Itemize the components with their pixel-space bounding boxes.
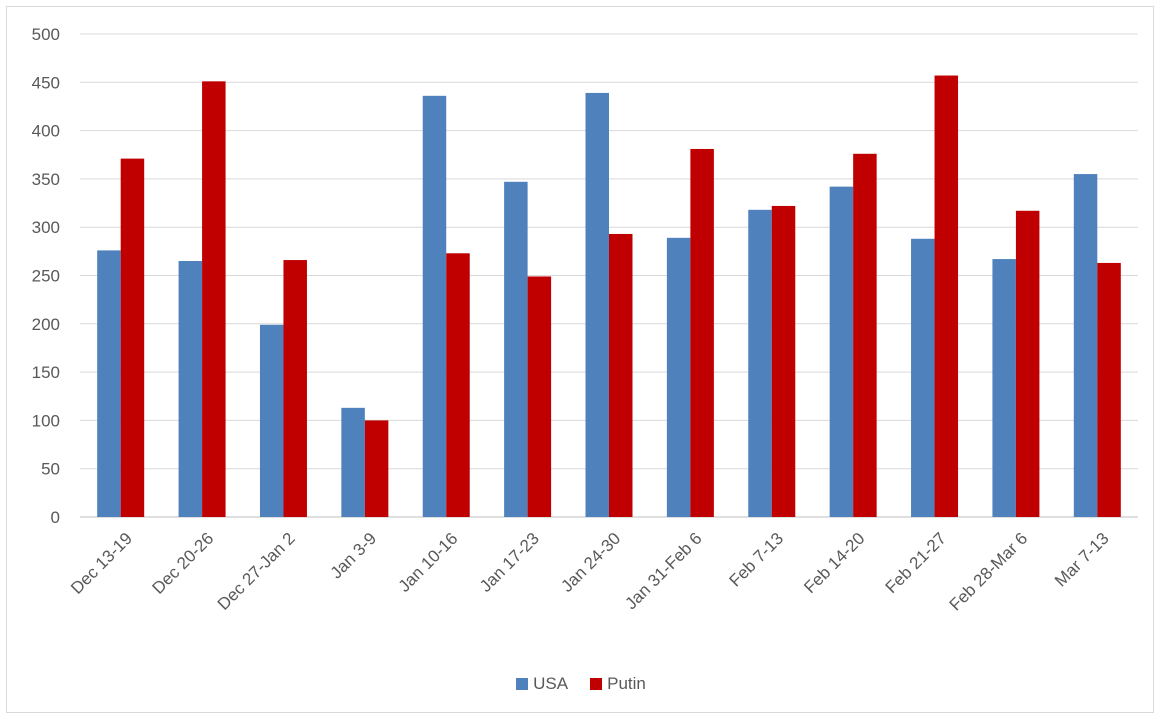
legend-swatch-usa [516,678,529,690]
bar-usa-7 [666,237,691,518]
x-tick-label: Jan 10-16 [395,529,462,596]
bar-usa-12 [1073,174,1098,517]
y-tick-label: 200 [32,315,60,334]
legend-swatch-putin [590,678,603,690]
x-tick-label: Jan 17-23 [476,529,543,596]
bar-putin-11 [1015,210,1040,517]
x-tick-label: Jan 3-9 [327,529,381,583]
y-tick-label: 450 [32,73,60,92]
bar-usa-10 [911,238,935,518]
bar-putin-5 [527,276,552,517]
bar-putin-6 [609,233,633,517]
x-tick-label: Jan 24-30 [557,529,624,596]
y-axis: 0 50 100 150 200 250 300 350 400 450 500 [32,25,60,527]
y-tick-label: 50 [41,460,60,479]
bar-usa-3 [341,407,365,517]
y-tick-label: 350 [32,170,60,189]
legend-label-usa: USA [533,674,569,693]
y-tick-label: 150 [32,363,60,382]
y-tick-label: 0 [51,508,60,527]
bar-usa-1 [178,261,203,517]
bar-usa-8 [748,209,772,517]
bar-usa-9 [829,186,854,518]
x-tick-label: Feb 14-20 [800,529,868,597]
x-tick-label: Dec 13-19 [67,529,136,598]
bar-usa-0 [97,250,121,517]
y-tick-label: 250 [32,267,60,286]
bar-putin-10 [934,75,959,518]
bar-putin-4 [446,253,470,518]
bar-putin-12 [1097,262,1121,517]
y-tick-label: 500 [32,25,60,44]
bar-putin-3 [364,420,389,517]
legend-item-putin: Putin [590,674,646,694]
bar-putin-8 [771,205,796,517]
x-tick-label: Feb 21-27 [882,529,950,597]
bar-putin-9 [853,153,877,517]
bar-usa-4 [422,95,447,517]
bar-usa-2 [259,324,284,517]
bar-putin-0 [120,158,145,517]
bar-putin-7 [690,148,714,518]
x-tick-label: Dec 27-Jan 2 [214,529,299,614]
bar-putin-2 [283,260,307,517]
legend: USA Putin [0,674,1162,694]
bar-usa-6 [585,92,609,518]
legend-label-putin: Putin [607,674,646,693]
x-tick-label: Feb 7-13 [726,529,788,591]
y-tick-label: 100 [32,411,60,430]
legend-item-usa: USA [516,674,568,694]
x-tick-label: Dec 20-26 [148,529,217,598]
x-tick-label: Jan 31-Feb 6 [621,529,705,613]
bar-putin-1 [202,81,226,518]
x-tick-label: Feb 28-Mar 6 [946,529,1032,615]
y-tick-label: 400 [32,122,60,141]
bar-usa-5 [504,181,528,517]
bar-usa-11 [992,259,1016,517]
bars [97,75,1121,518]
x-tick-label: Mar 7-13 [1051,529,1113,591]
y-tick-label: 300 [32,218,60,237]
